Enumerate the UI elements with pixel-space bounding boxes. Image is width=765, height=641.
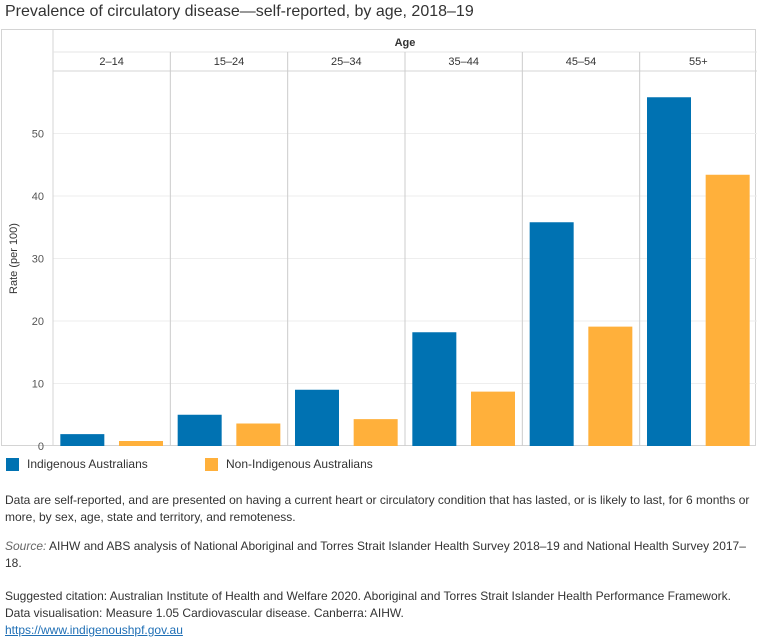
legend-item-indigenous[interactable]: Indigenous Australians xyxy=(6,457,148,471)
legend-swatch-indigenous xyxy=(6,457,19,471)
bar xyxy=(119,441,163,446)
y-tick-label: 50 xyxy=(32,129,44,141)
bar xyxy=(647,97,691,446)
x-axis-title: Age xyxy=(395,37,416,49)
category-label: 45–54 xyxy=(566,56,597,68)
citation-note: Suggested citation: Australian Institute… xyxy=(5,588,757,639)
chart-title: Prevalence of circulatory disease—self-r… xyxy=(5,3,474,20)
bar xyxy=(412,332,457,446)
legend-label-indigenous: Indigenous Australians xyxy=(27,457,148,471)
bar xyxy=(236,423,281,446)
source-note: Source: AIHW and ABS analysis of Nationa… xyxy=(5,538,757,572)
source-label: Source: xyxy=(5,539,47,553)
legend-swatch-non-indigenous xyxy=(205,457,218,471)
bar xyxy=(471,391,515,446)
bar xyxy=(705,174,750,446)
bar xyxy=(177,414,222,446)
legend-item-non-indigenous[interactable]: Non-Indigenous Australians xyxy=(205,457,373,471)
category-label: 2–14 xyxy=(99,56,123,68)
description-note: Data are self-reported, and are presente… xyxy=(5,493,750,524)
bar xyxy=(60,434,105,446)
category-label: 35–44 xyxy=(448,56,479,68)
bar xyxy=(529,222,574,446)
category-label: 55+ xyxy=(689,56,708,68)
legend-label-non-indigenous: Non-Indigenous Australians xyxy=(226,457,373,471)
y-tick-label: 20 xyxy=(32,316,44,328)
website-link[interactable]: https://www.indigenoushpf.gov.au xyxy=(5,623,183,637)
bar xyxy=(295,389,339,446)
bar xyxy=(588,326,633,446)
category-label: 15–24 xyxy=(214,56,245,68)
y-tick-label: 0 xyxy=(38,441,44,450)
y-tick-label: 10 xyxy=(32,379,44,391)
y-tick-label: 30 xyxy=(32,254,44,266)
y-tick-label: 40 xyxy=(32,191,44,203)
citation-text: Suggested citation: Australian Institute… xyxy=(5,589,731,620)
y-axis-label: Rate (per 100) xyxy=(8,223,20,294)
source-text: AIHW and ABS analysis of National Aborig… xyxy=(5,539,746,570)
bar xyxy=(353,419,398,446)
bar-chart: 0 10 20 30 40 50 Rate (per 100) Age 2–14 15–24 25–… xyxy=(8,30,757,450)
category-label: 25–34 xyxy=(331,56,362,68)
